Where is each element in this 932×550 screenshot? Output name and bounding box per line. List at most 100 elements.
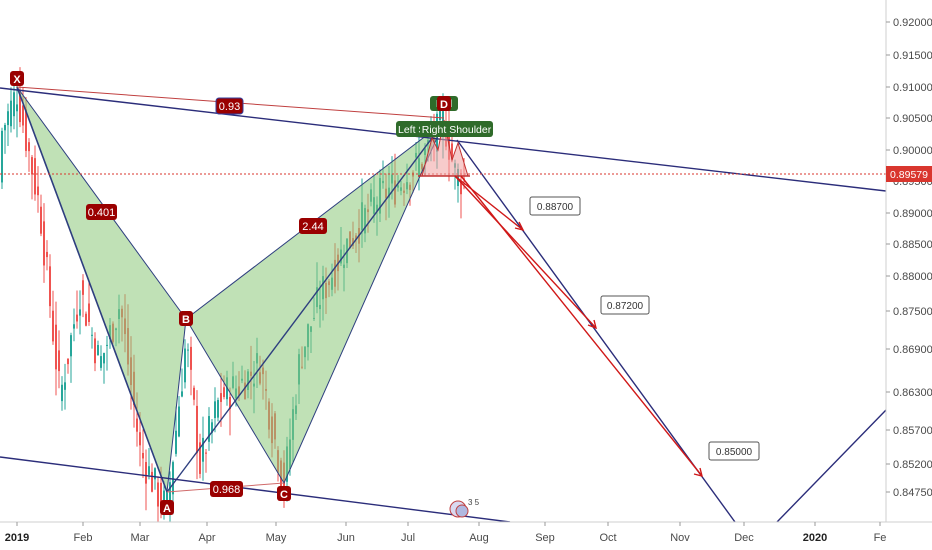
point-label-d: D — [437, 96, 451, 111]
candle-body — [103, 352, 105, 364]
candle-body — [172, 462, 174, 495]
candle-body — [64, 382, 66, 390]
svg-text:X: X — [13, 74, 21, 86]
candle-body — [79, 309, 81, 316]
right-shoulder-label: Right Shoulder — [420, 121, 493, 137]
candle-body — [229, 396, 231, 410]
time-tick-label: Dec — [734, 532, 754, 544]
candle-body — [160, 482, 162, 508]
price-tick-label: 0.91000 — [893, 82, 932, 94]
candle-body — [88, 303, 90, 322]
candle-body — [163, 490, 165, 509]
candle-body — [46, 251, 48, 258]
candle-body — [16, 104, 18, 112]
candle-body — [178, 406, 180, 437]
candle-body — [199, 442, 201, 474]
time-tick-label: Apr — [198, 532, 215, 544]
target-arrowhead-2 — [587, 319, 598, 330]
lower-trend-line — [0, 456, 511, 522]
candle-body — [61, 384, 63, 402]
target-callout-0850: 0.85000 — [708, 441, 760, 461]
svg-text:0.87200: 0.87200 — [607, 301, 644, 312]
target-arrowhead-3 — [693, 467, 703, 477]
candle-body — [82, 280, 84, 295]
candle-body — [58, 350, 60, 372]
time-tick-label: Aug — [469, 532, 489, 544]
time-tick-label: Nov — [670, 532, 690, 544]
ratio-label-0968: 0.968 — [210, 481, 243, 497]
time-tick-label: Jul — [401, 532, 415, 544]
candle-body — [13, 92, 15, 117]
price-tick-label: 0.86300 — [893, 387, 932, 399]
candle-body — [37, 186, 39, 196]
target-callout-0872: 0.87200 — [600, 295, 650, 315]
head-shoulders-shape — [421, 119, 469, 177]
candle-body — [175, 430, 177, 454]
candle-body — [154, 468, 156, 480]
point-label-a: A — [160, 500, 174, 515]
candle-body — [148, 466, 150, 475]
price-tick-label: 0.90000 — [893, 145, 932, 157]
svg-text:A: A — [163, 503, 171, 515]
time-tick-label: Mar — [131, 532, 150, 544]
svg-text:C: C — [280, 489, 288, 501]
price-tick-label: 0.90500 — [893, 113, 932, 125]
candle-body — [214, 401, 216, 419]
price-tick-label: 0.88000 — [893, 271, 932, 283]
price-tick-label: 0.88500 — [893, 239, 932, 251]
projection-line-up — [776, 409, 886, 522]
candle-body — [460, 180, 462, 195]
candle-body — [136, 418, 138, 432]
candle-body — [193, 387, 195, 400]
target-arrow-line-2 — [454, 175, 597, 329]
candle-body — [169, 482, 171, 515]
price-tick-label: 0.92000 — [893, 17, 932, 29]
candle-body — [223, 387, 225, 398]
candle-body — [151, 471, 153, 492]
time-tick-label: Feb — [74, 532, 93, 544]
candle-body — [181, 391, 183, 397]
time-tick-label: 2019 — [5, 532, 29, 544]
time-axis[interactable]: 2019 Feb Mar Apr May Jun Jul Aug Sep Oct Nov Dec 202… — [0, 521, 932, 544]
event-marker-text: 3 5 — [468, 498, 480, 507]
time-tick-label: Jun — [337, 532, 355, 544]
candle-body — [4, 124, 6, 131]
event-marker-icon[interactable]: 3 5 — [449, 498, 480, 518]
svg-text:D: D — [440, 99, 448, 111]
candle-body — [55, 324, 57, 370]
ratio-label-0401: 0.401 — [86, 204, 117, 220]
candle-body — [184, 348, 186, 383]
candle-body — [1, 130, 3, 183]
svg-text:Right Shoulder: Right Shoulder — [422, 124, 492, 136]
point-label-c: C — [277, 486, 291, 501]
candle-body — [196, 405, 198, 454]
candle-body — [67, 358, 69, 365]
pattern-line-xa — [16, 86, 168, 493]
candle-body — [202, 437, 204, 462]
price-tick-label: 0.87500 — [893, 306, 932, 318]
price-axis[interactable]: 0.92000 0.91500 0.91000 0.90500 0.90000 0.895… — [885, 0, 932, 522]
candle-body — [31, 157, 33, 175]
candle-body — [220, 393, 222, 402]
point-label-x: X — [10, 71, 24, 86]
svg-text:0.401: 0.401 — [88, 207, 116, 219]
candle-body — [28, 142, 30, 152]
candle-body — [52, 310, 54, 342]
candle-body — [166, 492, 168, 503]
candle-body — [70, 335, 72, 357]
point-label-b: B — [179, 311, 193, 326]
price-tick-label: 0.85700 — [893, 425, 932, 437]
candle-body — [139, 432, 141, 446]
candle-body — [22, 105, 24, 126]
candle-body — [85, 313, 87, 326]
time-tick-label: Oct — [599, 532, 616, 544]
candle-body — [76, 314, 78, 322]
time-tick-label: Fe — [874, 532, 887, 544]
candle-body — [97, 345, 99, 356]
svg-text:0.93: 0.93 — [219, 101, 240, 113]
candle-body — [187, 349, 189, 351]
svg-text:0.88700: 0.88700 — [537, 202, 574, 213]
candle-body — [25, 109, 27, 151]
